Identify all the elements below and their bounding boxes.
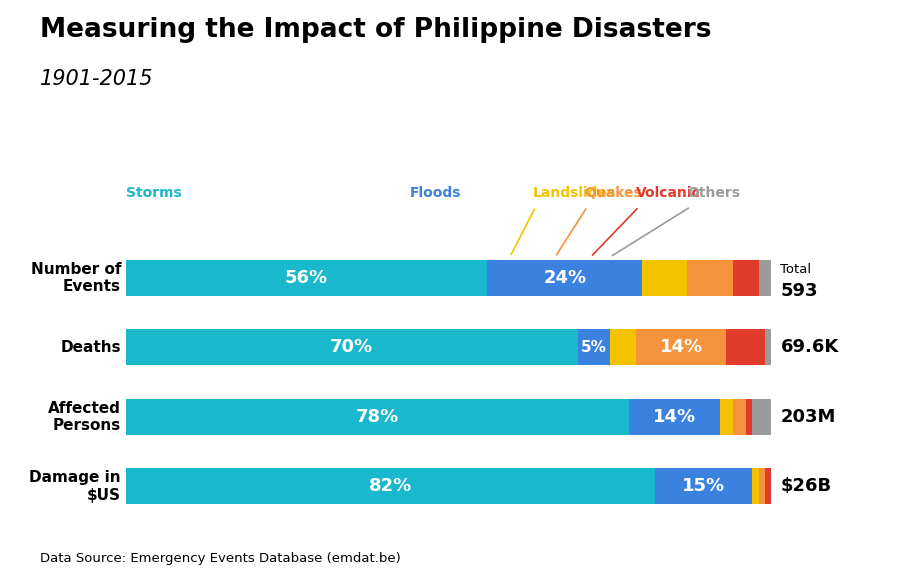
Text: Deaths: Deaths <box>60 340 121 355</box>
Bar <box>752 468 759 504</box>
Bar <box>733 260 759 296</box>
Text: 70%: 70% <box>330 338 373 357</box>
Bar <box>630 399 719 435</box>
Bar <box>759 468 765 504</box>
Bar <box>745 399 752 435</box>
Text: 69.6K: 69.6K <box>780 338 839 357</box>
Text: 78%: 78% <box>356 408 399 426</box>
Text: $26B: $26B <box>780 477 832 496</box>
Text: Total: Total <box>780 263 812 276</box>
Bar <box>727 329 765 365</box>
Text: Number of
Events: Number of Events <box>30 262 121 294</box>
Text: Floods: Floods <box>410 186 461 200</box>
Text: 14%: 14% <box>653 408 696 426</box>
Text: Data Source: Emergency Events Database (emdat.be): Data Source: Emergency Events Database (… <box>40 552 401 565</box>
Text: 1901-2015: 1901-2015 <box>40 69 154 90</box>
Text: 593: 593 <box>780 281 818 300</box>
Bar <box>126 329 578 365</box>
Bar <box>759 260 771 296</box>
Text: 14%: 14% <box>659 338 702 357</box>
Text: 5%: 5% <box>581 340 606 355</box>
Bar <box>765 329 771 365</box>
Text: Damage in
$US: Damage in $US <box>30 470 121 503</box>
Bar <box>765 468 771 504</box>
Text: 24%: 24% <box>544 269 587 287</box>
Text: Affected
Persons: Affected Persons <box>48 401 121 433</box>
Text: Volcanic: Volcanic <box>636 186 701 200</box>
Text: 82%: 82% <box>369 477 412 496</box>
Text: Storms: Storms <box>126 186 181 200</box>
Bar <box>733 399 745 435</box>
Bar <box>719 399 733 435</box>
Text: 56%: 56% <box>285 269 328 287</box>
Bar <box>642 260 687 296</box>
Text: Others: Others <box>687 186 740 200</box>
Text: Measuring the Impact of Philippine Disasters: Measuring the Impact of Philippine Disas… <box>40 17 712 43</box>
Bar <box>636 329 727 365</box>
Text: Landslides: Landslides <box>533 186 615 200</box>
Bar <box>126 399 630 435</box>
Bar <box>752 399 771 435</box>
Text: 203M: 203M <box>780 408 836 426</box>
Bar <box>578 329 610 365</box>
Bar <box>126 260 487 296</box>
Bar <box>655 468 752 504</box>
Bar <box>487 260 642 296</box>
Text: Quakes: Quakes <box>584 186 642 200</box>
Bar <box>687 260 733 296</box>
Bar <box>126 468 655 504</box>
Bar <box>610 329 636 365</box>
Text: 15%: 15% <box>682 477 725 496</box>
